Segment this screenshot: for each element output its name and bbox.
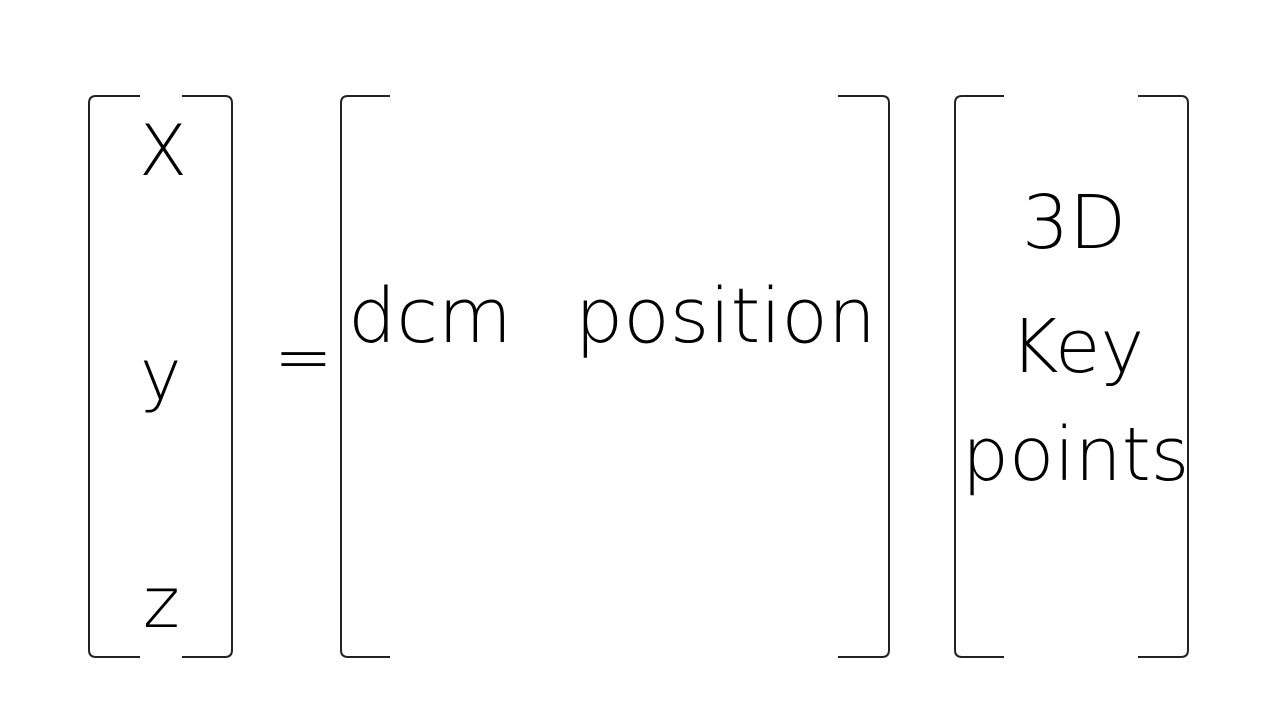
rhs-label-line-1: 3D xyxy=(1022,180,1127,266)
rhs-right-bracket xyxy=(1138,95,1189,658)
matrix-left-bracket xyxy=(340,95,390,658)
rhs-label-line-2: Key xyxy=(1010,304,1145,390)
equals-sign: = xyxy=(274,316,333,398)
lhs-x-component: X xyxy=(139,110,187,192)
lhs-right-bracket xyxy=(182,95,233,658)
lhs-left-bracket xyxy=(88,95,140,658)
rhs-left-bracket xyxy=(954,95,1004,658)
lhs-y-component: y xyxy=(140,334,182,416)
matrix-translation-label: position xyxy=(575,271,877,360)
matrix-right-bracket xyxy=(838,95,890,658)
lhs-z-component: z xyxy=(143,562,180,644)
matrix-rotation-label: dcm xyxy=(348,271,513,360)
rhs-label-line-3: points xyxy=(962,412,1190,498)
